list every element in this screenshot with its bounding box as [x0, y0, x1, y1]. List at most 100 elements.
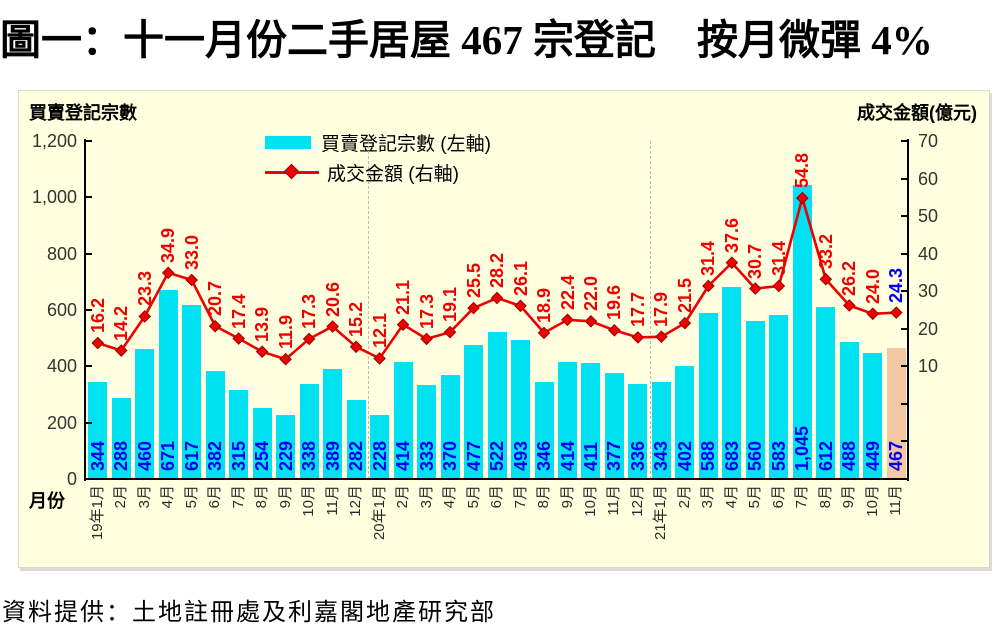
bottom-axis-line — [84, 478, 909, 480]
x-tick-label: 5月 — [746, 485, 764, 509]
line-value-label: 24.0 — [862, 268, 883, 304]
line-value-label: 19.6 — [604, 285, 625, 321]
left-axis-tick-label: 1,200 — [31, 131, 77, 151]
chart-panel: 買賣登記宗數 成交金額(億元) 買賣登記宗數 (左軸) 成交金額 (右軸) 34… — [18, 90, 990, 568]
x-tick-label: 9月 — [276, 485, 294, 509]
right-axis-tick-label: 60 — [918, 168, 939, 189]
x-tick-label: 5月 — [464, 485, 482, 509]
left-axis-line — [84, 139, 86, 481]
x-tick-label: 7月 — [793, 485, 811, 509]
x-tick-label: 11月 — [887, 485, 905, 516]
bar-series-swatch — [265, 135, 311, 149]
right-axis-tick-label: 20 — [918, 318, 939, 339]
x-tick-label: 19年1月 — [88, 485, 106, 541]
bar — [534, 381, 554, 479]
x-tick-label: 10月 — [300, 485, 318, 517]
source-credit: 資料提供：土地註冊處及利嘉閣地產研究部 — [2, 599, 496, 626]
bar — [698, 313, 718, 479]
bar — [581, 363, 601, 479]
data-point-diamond — [349, 340, 363, 354]
line-value-label: 12.1 — [369, 313, 390, 349]
bar — [276, 414, 296, 479]
line-value-label: 20.6 — [322, 281, 343, 317]
right-axis-tick — [901, 365, 907, 368]
legend: 買賣登記宗數 (左軸) 成交金額 (右軸) — [265, 127, 525, 187]
bar — [886, 347, 906, 479]
x-tick-label: 4月 — [722, 485, 740, 509]
legend-label-bars: 買賣登記宗數 (左軸) — [321, 133, 491, 155]
bar — [745, 321, 765, 479]
x-tick-label: 2月 — [675, 485, 693, 509]
left-axis-tick — [86, 365, 92, 368]
right-axis-tick — [901, 402, 907, 405]
line-value-label: 31.4 — [698, 240, 719, 276]
data-point-diamond — [514, 299, 527, 313]
data-point-diamond — [866, 307, 880, 321]
data-point-diamond — [561, 313, 574, 327]
right-axis-tick — [901, 140, 907, 142]
line-value-label: 13.9 — [252, 306, 273, 342]
bar — [346, 399, 366, 479]
bar — [88, 382, 108, 479]
left-axis-tick — [86, 309, 92, 311]
x-tick-label: 9月 — [558, 485, 576, 509]
right-axis-tick — [901, 177, 907, 180]
line-value-label: 26.1 — [510, 260, 531, 296]
line-value-label: 33.0 — [181, 234, 202, 270]
right-axis-tick — [901, 440, 907, 443]
x-tick-label: 2月 — [394, 485, 412, 509]
bar — [252, 407, 272, 479]
legend-item-bars: 買賣登記宗數 (左軸) — [265, 127, 525, 157]
data-point-diamond — [443, 325, 457, 339]
x-tick-label: 8月 — [535, 485, 552, 509]
x-tick-label: 7月 — [511, 485, 529, 509]
data-point-diamond — [279, 352, 292, 366]
line-value-label: 21.5 — [674, 278, 695, 314]
x-tick-label: 7月 — [229, 485, 247, 509]
line-value-label: 23.3 — [134, 271, 155, 307]
data-point-diamond — [889, 306, 903, 319]
line-value-label: 22.0 — [580, 276, 601, 312]
data-point-diamond — [631, 331, 645, 344]
left-axis-tick-label: 0 — [66, 469, 77, 489]
chart-title: 圖一：十一月份二手居屋 467 宗登記 按月微彈 4% — [0, 17, 933, 63]
right-axis-tick — [901, 478, 907, 480]
right-axis-tick-label: 50 — [918, 206, 939, 227]
right-axis-title: 成交金額(億元) — [857, 103, 977, 123]
bar — [816, 306, 836, 479]
line-series — [91, 191, 903, 366]
x-tick-label: 5月 — [182, 485, 200, 509]
data-point-diamond — [584, 314, 598, 328]
x-tick-label: 6月 — [206, 485, 224, 509]
data-point-diamond — [819, 272, 833, 286]
line-value-label: 17.3 — [416, 293, 437, 329]
left-axis-tick — [86, 196, 92, 199]
bar — [323, 369, 343, 479]
left-axis-tick-label: 800 — [46, 243, 77, 264]
line-value-label: 25.5 — [463, 263, 484, 299]
right-axis-tick-label: 30 — [918, 281, 939, 302]
data-point-diamond — [396, 318, 410, 331]
x-tick-label: 9月 — [840, 485, 858, 509]
bar — [769, 314, 789, 479]
data-point-diamond — [490, 291, 504, 305]
data-point-diamond — [420, 332, 433, 346]
left-axis-tick-label: 1,000 — [31, 187, 77, 208]
legend-label-line: 成交金額 (右軸) — [327, 163, 459, 185]
data-point-diamond — [161, 266, 175, 280]
right-axis-tick-label: 10 — [918, 356, 939, 377]
bar — [839, 341, 859, 479]
bar — [229, 390, 249, 479]
year-separator-line — [367, 141, 369, 479]
data-point-diamond — [725, 256, 739, 269]
data-point-diamond — [232, 332, 245, 345]
x-tick-label: 8月 — [816, 485, 834, 509]
data-point-diamond — [537, 326, 551, 340]
data-point-diamond — [208, 319, 222, 333]
data-point-diamond — [678, 316, 692, 330]
x-tick-label: 3月 — [699, 485, 717, 509]
x-tick-label: 10月 — [863, 485, 881, 517]
line-value-label: 30.7 — [745, 243, 766, 279]
line-value-label: 17.7 — [627, 292, 648, 328]
data-point-diamond — [114, 344, 128, 357]
